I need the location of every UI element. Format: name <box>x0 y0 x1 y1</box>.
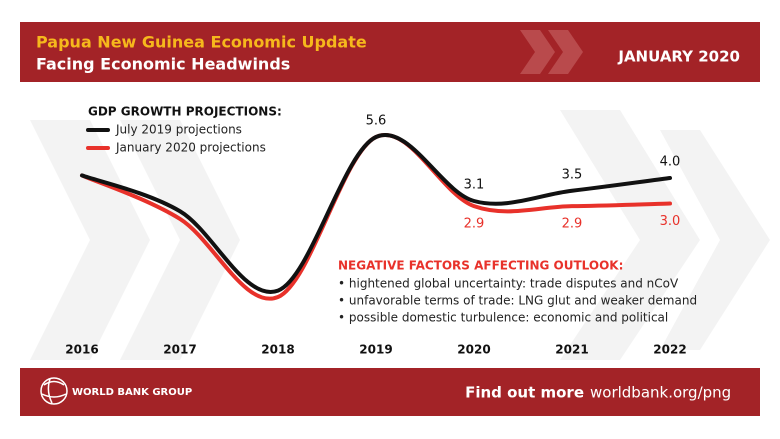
annotation-item: • hightened global uncertainty: trade di… <box>338 277 679 291</box>
footer-cta: Find out more <box>465 384 584 402</box>
legend-label: July 2019 projections <box>115 123 242 137</box>
data-label: 3.1 <box>464 178 485 193</box>
annotation-item: • possible domestic turbulence: economic… <box>338 311 668 325</box>
footer-url: worldbank.org/png <box>590 384 731 402</box>
legend-title: GDP GROWTH PROJECTIONS: <box>88 105 282 119</box>
x-tick-label: 2022 <box>653 343 686 357</box>
data-label: 5.6 <box>366 114 387 129</box>
x-tick-label: 2019 <box>359 343 392 357</box>
x-tick-label: 2020 <box>457 343 490 357</box>
x-tick-label: 2018 <box>261 343 294 357</box>
series-line <box>80 133 672 294</box>
x-tick-label: 2017 <box>163 343 196 357</box>
x-tick-label: 2016 <box>65 343 98 357</box>
footer-band <box>20 368 760 416</box>
data-label: 2.9 <box>464 217 485 232</box>
logo-text: WORLD BANK GROUP <box>72 387 192 398</box>
x-tick-label: 2021 <box>555 343 588 357</box>
header-title: Papua New Guinea Economic Update <box>36 33 367 52</box>
header-band <box>20 22 760 82</box>
data-label: 3.5 <box>562 167 583 182</box>
data-label: 2.9 <box>562 217 583 232</box>
data-label: 3.0 <box>660 214 681 229</box>
annotation-item: • unfavorable terms of trade: LNG glut a… <box>338 294 697 308</box>
logo-globe <box>40 377 68 405</box>
header-chevrons <box>520 30 583 74</box>
header-subtitle: Facing Economic Headwinds <box>36 55 290 74</box>
annotation-title: NEGATIVE FACTORS AFFECTING OUTLOOK: <box>338 259 623 273</box>
header-date: JANUARY 2020 <box>617 48 740 66</box>
data-label: 4.0 <box>660 154 681 169</box>
legend-label: January 2020 projections <box>115 141 266 155</box>
background-chevrons <box>30 110 770 360</box>
